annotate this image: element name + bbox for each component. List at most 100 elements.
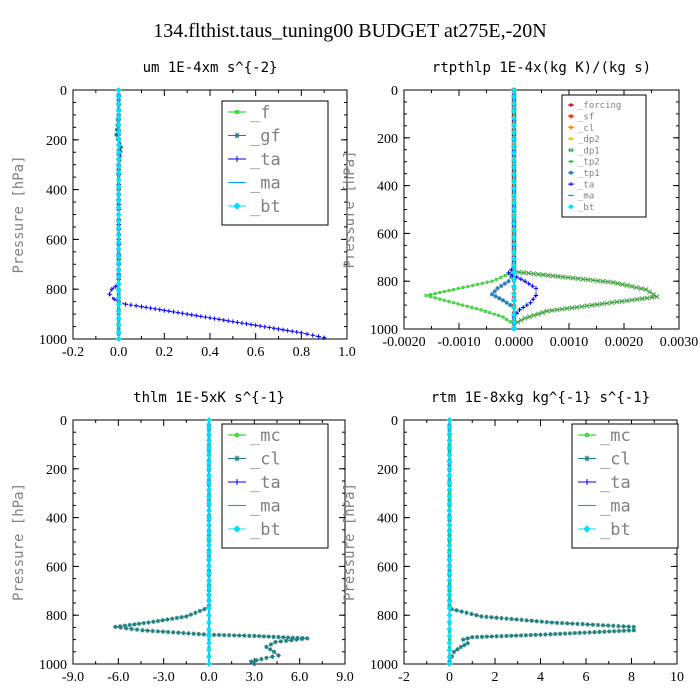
series-point [206, 633, 212, 640]
series-point [509, 616, 514, 622]
series-point [206, 514, 212, 521]
series-point [533, 286, 539, 291]
series-point [115, 128, 122, 135]
series-point [605, 279, 611, 285]
series-point [589, 302, 595, 308]
series-point [511, 157, 517, 164]
series-point [474, 306, 479, 311]
series-point [464, 610, 469, 615]
series-point [206, 417, 212, 423]
series-point [492, 312, 496, 316]
series-point [460, 303, 465, 307]
series-point [479, 308, 483, 312]
series-point [470, 305, 474, 310]
series-point [451, 287, 456, 292]
series-point [206, 521, 212, 528]
series-point [489, 292, 495, 297]
legend-swatch-marker [569, 103, 573, 107]
series-point [511, 206, 517, 213]
series-point [206, 647, 212, 653]
y-axis-label: Pressure [hPa] [11, 483, 27, 601]
series-point [278, 639, 283, 644]
series-point [474, 613, 479, 618]
series-point [609, 300, 615, 306]
legend-entry: _mc [578, 426, 631, 446]
y-tick-label: 0 [391, 414, 398, 429]
series-point [176, 630, 181, 635]
series-point [206, 486, 212, 493]
series-point [115, 329, 122, 335]
series-point [115, 170, 122, 176]
x-tick-label: -6.0 [107, 670, 129, 685]
y-tick-label: 0 [60, 84, 67, 99]
series-point [114, 132, 119, 138]
series-point [587, 630, 592, 635]
series-point [206, 619, 212, 626]
series-point [489, 634, 494, 639]
series-point [631, 628, 636, 633]
series-point [438, 297, 442, 301]
x-tick-label: 3.0 [246, 670, 264, 685]
legend-swatch-marker [569, 137, 573, 141]
legend: _mc _cl _ta _ma _bt [571, 423, 679, 549]
series-point [554, 307, 560, 313]
series-point [638, 285, 644, 292]
series-point [166, 308, 172, 314]
series-point [529, 618, 534, 623]
series-point [446, 605, 453, 612]
series-point [474, 634, 480, 640]
series-point [534, 619, 539, 624]
series-point [115, 232, 122, 239]
series-point [511, 143, 517, 150]
series-point [446, 598, 453, 605]
series-point [511, 248, 517, 255]
series-point [533, 293, 539, 298]
series-point [605, 623, 611, 628]
y-tick-label: 400 [46, 184, 67, 199]
series-point [206, 570, 212, 577]
series-point [424, 293, 428, 298]
series-point [256, 633, 262, 639]
series-point [592, 629, 597, 635]
series-point [594, 302, 600, 308]
x-tick-label: 0.0030 [660, 335, 699, 350]
legend-entry: _ma [578, 496, 631, 516]
series-point [485, 280, 489, 284]
legend-swatch-marker [568, 114, 574, 119]
series-point [446, 465, 453, 472]
series-point [285, 328, 290, 333]
series-point [276, 653, 281, 658]
legend-label: _ta [250, 473, 281, 493]
series-point [533, 632, 538, 638]
series-point [206, 479, 212, 486]
series-point [506, 270, 511, 276]
legend-box [221, 100, 329, 226]
legend-entry: _ma [228, 173, 281, 193]
series-point [500, 298, 506, 303]
series-point [446, 417, 453, 423]
series-point [290, 329, 295, 334]
series-point [115, 94, 122, 100]
series-point [115, 301, 122, 308]
series-bt [206, 417, 212, 667]
series-point [115, 225, 122, 232]
series-point [446, 626, 453, 633]
series-point [115, 87, 122, 93]
series-point [511, 94, 517, 100]
legend-swatch-marker [233, 202, 241, 210]
legend-label: _dp2 [578, 135, 600, 145]
series-point [465, 636, 470, 641]
y-axis-label: Pressure [hPa] [342, 483, 358, 601]
series-line [108, 90, 325, 339]
legend-swatch-marker [584, 455, 590, 462]
series-point [266, 634, 271, 639]
legend-entry: _dp2 [568, 135, 600, 145]
x-tick-label: 0.6 [247, 345, 265, 360]
figure-title: 134.flthist.taus_tuning00 BUDGET at275E,… [153, 20, 547, 42]
series-point [115, 197, 122, 204]
series-point [262, 324, 267, 329]
x-tick-label: 6 [583, 670, 590, 685]
series-point [480, 281, 485, 286]
legend-swatch-marker [583, 525, 591, 533]
y-tick-label: 200 [46, 134, 67, 149]
